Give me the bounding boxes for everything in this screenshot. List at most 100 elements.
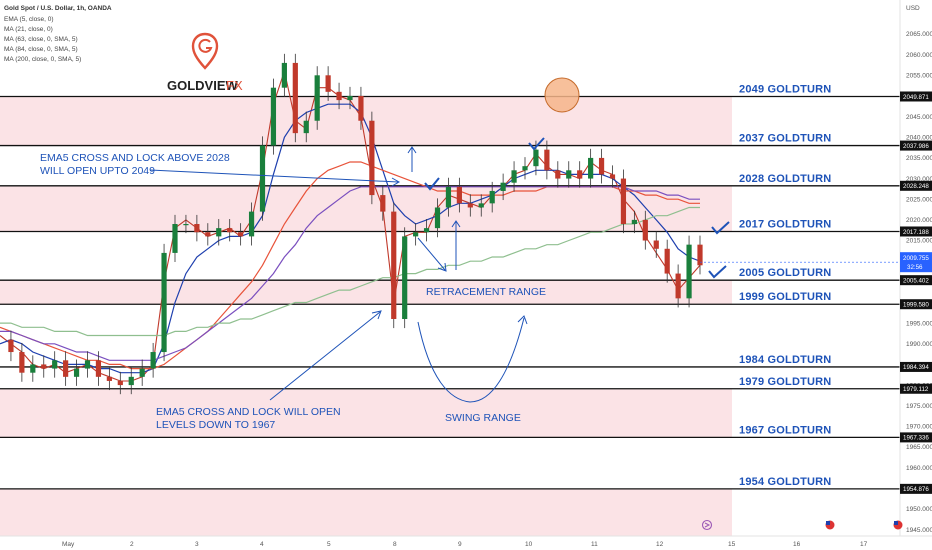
candle-body <box>227 228 233 233</box>
arrow-up-2 <box>451 220 461 270</box>
price-tick: 1965.000 <box>906 444 932 451</box>
current-price-value: 2009.755 <box>903 255 929 262</box>
candle-body <box>73 368 80 377</box>
time-tick: 12 <box>656 541 664 548</box>
candle-body <box>566 170 572 179</box>
time-axis: May 2 3 4 5 8 9 10 11 12 15 16 17 <box>62 541 868 548</box>
replay-icon[interactable] <box>701 519 713 531</box>
candle-body <box>653 240 659 249</box>
time-tick: 10 <box>525 541 533 548</box>
candle-body <box>434 207 441 229</box>
check-mark-2 <box>528 137 545 151</box>
check-mark-3 <box>711 221 730 235</box>
candle-body <box>402 236 408 319</box>
candle-body <box>675 273 681 299</box>
annotations: EMA5 CROSS AND LOCK ABOVE 2028 WILL OPEN… <box>40 137 730 431</box>
candle-body <box>478 203 484 208</box>
time-tick: 5 <box>327 541 331 548</box>
candle-body <box>30 364 36 373</box>
arrow-ema-below <box>269 311 381 401</box>
candle-body <box>347 95 353 101</box>
time-tick: 2 <box>130 541 134 548</box>
price-tag-text-0: 2049.871 <box>903 94 929 101</box>
price-tag-8 <box>900 432 932 443</box>
price-tag-text-6: 1984.394 <box>903 364 929 371</box>
time-tick: 8 <box>393 541 397 548</box>
logo-g-mark <box>198 38 213 53</box>
candle-body <box>205 232 211 237</box>
price-tag-0 <box>900 91 932 102</box>
candle-body <box>19 352 25 373</box>
price-tick: 2065.000 <box>906 31 932 38</box>
legend-ma84: MA (84, close, 0, SMA, 5) <box>4 46 78 53</box>
legend-ma63: MA (63, close, 0, SMA, 5) <box>4 36 78 43</box>
price-tag-text-8: 1967.336 <box>903 435 929 442</box>
candle-body <box>95 360 102 377</box>
ma-line-ma84 <box>0 186 700 361</box>
candle-body <box>281 62 287 88</box>
candle-body <box>598 157 605 175</box>
candle-body <box>314 75 320 121</box>
price-tag-text-4: 2005.402 <box>903 277 929 284</box>
time-tick: 16 <box>793 541 801 548</box>
us-flag-icon-2-canton <box>894 521 898 525</box>
annot-ema-above-1: EMA5 CROSS AND LOCK ABOVE 2028 <box>40 152 230 164</box>
price-tag-text-9: 1954.876 <box>903 486 929 493</box>
price-tick: 2045.000 <box>906 114 932 121</box>
candle-body <box>303 120 309 134</box>
annot-retracement: RETRACEMENT RANGE <box>426 286 546 298</box>
current-price-countdown: 32:56 <box>907 264 923 271</box>
us-flag-icon-1-canton <box>826 521 830 525</box>
candle-body <box>555 170 561 179</box>
price-tag-7 <box>900 383 932 394</box>
level-label-6: 1984 GOLDTURN <box>739 354 831 366</box>
candle-body <box>63 360 69 377</box>
legend-symbol: Gold Spot / U.S. Dollar, 1h, OANDA <box>4 5 112 12</box>
candle-body <box>423 228 430 233</box>
level-label-5: 1999 GOLDTURN <box>739 291 831 303</box>
candle-body <box>336 91 342 101</box>
candle-body <box>106 376 112 381</box>
check-mark-4 <box>708 265 727 279</box>
price-tag-text-2: 2028.248 <box>903 183 929 190</box>
annot-ema-below-2: LEVELS DOWN TO 1967 <box>156 419 275 431</box>
level-band-4 <box>0 488 732 536</box>
price-tick: 2035.000 <box>906 155 932 162</box>
level-band-3 <box>0 388 732 438</box>
price-tag-2 <box>900 180 932 191</box>
candle-body <box>161 252 167 353</box>
time-tick: 17 <box>860 541 868 548</box>
annot-ema-below-1: EMA5 CROSS AND LOCK WILL OPEN <box>156 406 341 418</box>
location-pin-icon <box>191 32 219 70</box>
price-tag-3 <box>900 226 932 237</box>
candle-body <box>216 228 222 237</box>
candle-body <box>391 211 397 319</box>
candle-body <box>139 368 145 377</box>
candle-body <box>150 352 156 369</box>
candle-body <box>128 376 134 386</box>
candle-body <box>325 75 331 92</box>
candle-body <box>588 157 594 179</box>
price-tick: 2060.000 <box>906 52 932 59</box>
candle-body <box>369 120 375 196</box>
level-label-8: 1967 GOLDTURN <box>739 424 831 436</box>
candle-body <box>544 149 550 171</box>
candle-body <box>511 170 517 183</box>
price-tick: 1970.000 <box>906 424 932 431</box>
time-tick: 15 <box>728 541 736 548</box>
legend: Gold Spot / U.S. Dollar, 1h, OANDA EMA (… <box>4 5 112 63</box>
level-label-3: 2017 GOLDTURN <box>739 218 831 230</box>
candle-body <box>620 178 627 224</box>
price-tags: 2049.871 2037.986 2028.248 2017.188 2005.402… <box>700 91 932 494</box>
price-tick: 2015.000 <box>906 238 932 245</box>
price-tick: 2030.000 <box>906 176 932 183</box>
price-tag-text-7: 1979.112 <box>903 386 929 393</box>
legend-ma21: MA (21, close, 0) <box>4 26 53 33</box>
level-label-1: 2037 GOLDTURN <box>739 133 831 145</box>
arrow-ema-above <box>149 169 399 183</box>
price-tick: 1945.000 <box>906 527 932 534</box>
price-tag-text-5: 1999.580 <box>903 302 929 309</box>
high-highlight-circle <box>544 77 580 113</box>
price-tick: 2020.000 <box>906 217 932 224</box>
